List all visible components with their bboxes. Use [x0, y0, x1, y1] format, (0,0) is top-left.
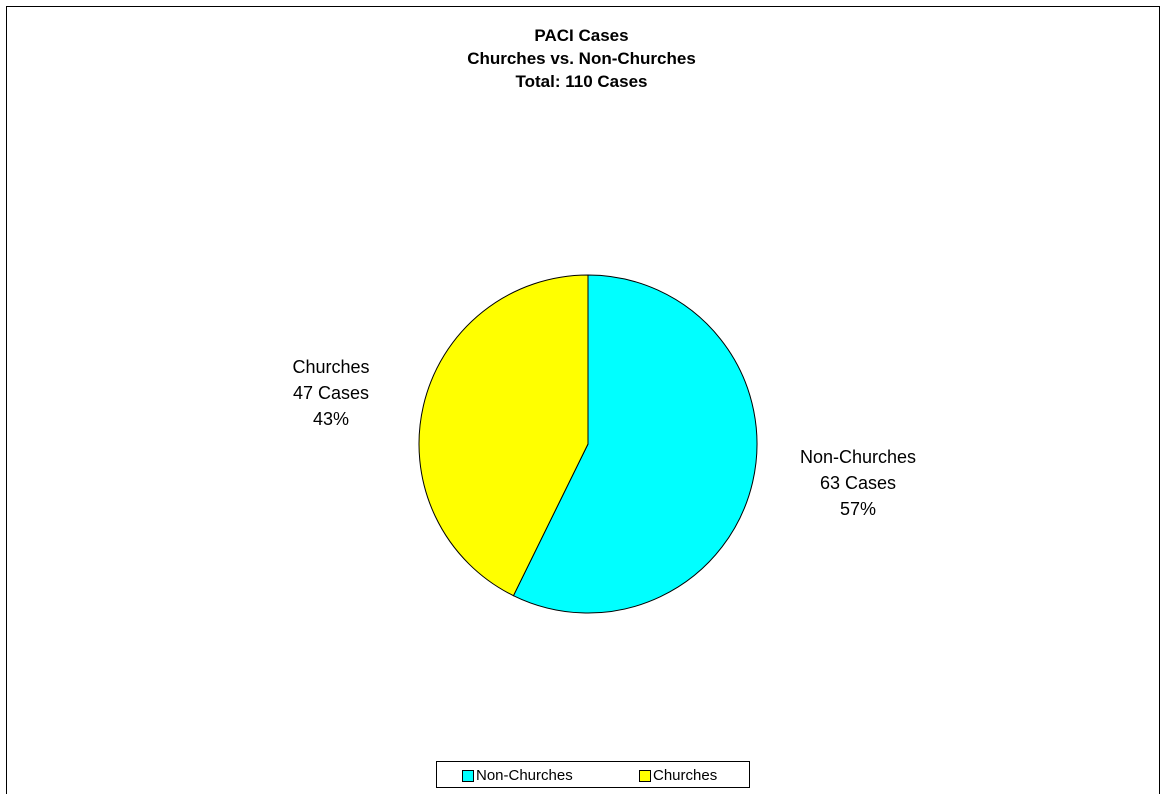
chart-title-line-3: Total: 110 Cases — [515, 72, 648, 91]
pie-chart: Non-Churches 63 Cases 57% Churches 47 Cases 4… — [292, 274, 916, 614]
legend-item-churches: Churches — [639, 767, 717, 784]
legend-swatch-non-churches — [462, 769, 474, 782]
legend-item-non-churches: Non-Churches — [462, 767, 573, 784]
slice-label-churches-count: 47 Cases — [293, 383, 369, 403]
slice-label-non-churches-percent: 57% — [840, 499, 876, 519]
slice-label-non-churches-name: Non-Churches — [800, 447, 916, 467]
slice-label-non-churches-count: 63 Cases — [820, 473, 896, 493]
legend-label-churches: Churches — [653, 767, 718, 784]
pie-slice-non-churches — [512, 274, 758, 614]
legend-label-non-churches: Non-Churches — [476, 767, 573, 784]
chart-title: PACI Cases Churches vs. Non-Churches Tot… — [0, 24, 1163, 93]
chart-title-line-1: PACI Cases — [534, 26, 629, 45]
slice-label-churches-percent: 43% — [313, 409, 349, 429]
legend: Non-Churches Churches — [436, 761, 750, 788]
slice-label-churches-name: Churches — [292, 357, 369, 377]
pie-slice-churches — [418, 274, 589, 597]
chart-title-line-2: Churches vs. Non-Churches — [467, 49, 696, 68]
legend-swatch-churches — [639, 769, 651, 782]
